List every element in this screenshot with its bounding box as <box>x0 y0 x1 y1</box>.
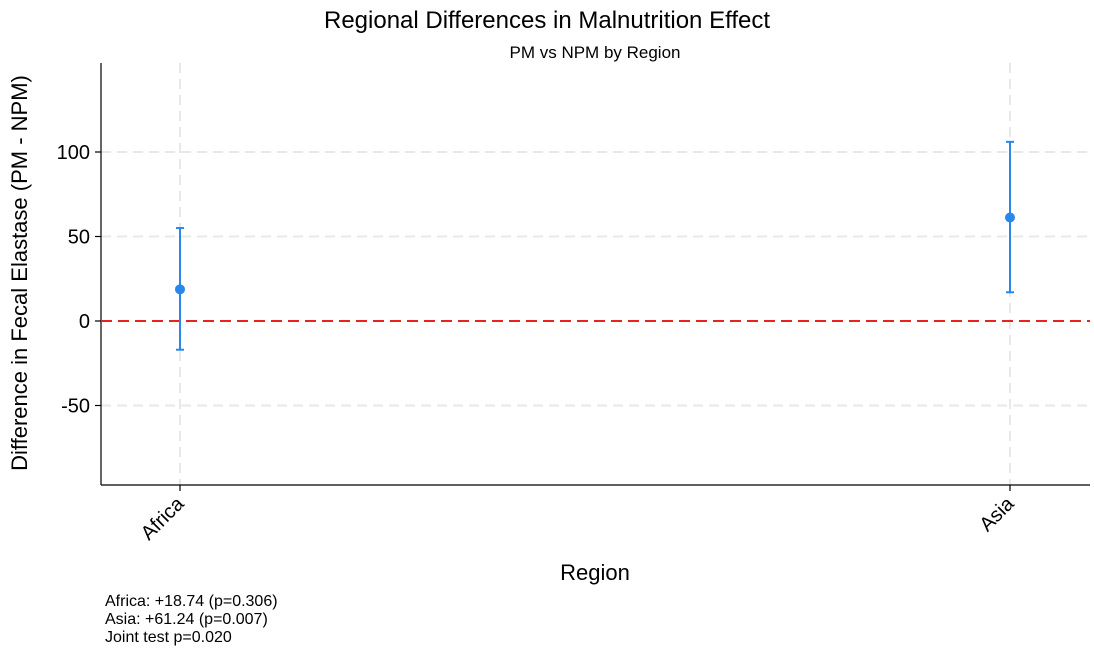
chart-subtitle: PM vs NPM by Region <box>510 43 681 62</box>
note-joint-test: Joint test p=0.020 <box>105 629 232 646</box>
tick-labels: -50 0 50 100 Africa Asia <box>57 142 1020 545</box>
x-tick-label: Asia <box>975 492 1019 536</box>
x-tick-label: Africa <box>137 492 189 544</box>
y-tick-label: -50 <box>61 396 90 418</box>
x-axis-label: Region <box>560 560 630 585</box>
y-axis-label: Difference in Fecal Elastase (PM - NPM) <box>7 75 32 471</box>
data-marks <box>175 140 1015 351</box>
y-tick-label: 0 <box>79 311 90 333</box>
note-asia: Asia: +61.24 (p=0.007) <box>105 611 268 628</box>
y-tick-label: 50 <box>68 227 90 249</box>
data-point <box>1005 212 1015 223</box>
note-africa: Africa: +18.74 (p=0.306) <box>105 593 278 610</box>
grid-lines <box>101 63 1090 485</box>
axes <box>95 63 1090 491</box>
y-tick-label: 100 <box>57 142 90 164</box>
data-point <box>175 284 185 295</box>
chart-title: Regional Differences in Malnutrition Eff… <box>324 7 770 34</box>
